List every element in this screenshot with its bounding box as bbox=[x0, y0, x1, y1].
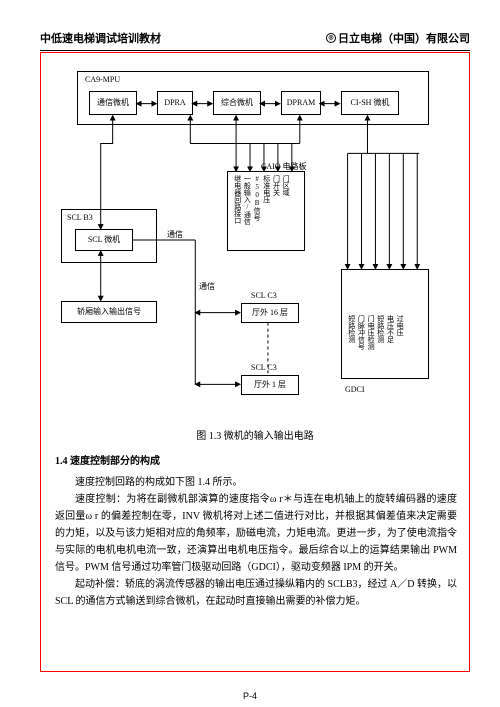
figure-caption: 图 1.3 微机的输入输出电路 bbox=[41, 427, 469, 442]
diagram-connectors bbox=[41, 53, 469, 423]
header-right: 日立电梯（中国）有限公司 bbox=[338, 30, 470, 46]
page-footer: P-4 bbox=[0, 691, 500, 701]
section-heading: 1.4 速度控制部分的构成 bbox=[55, 453, 457, 470]
para-3: 起动补偿：轿底的涡流传感器的输出电压通过操纵箱内的 SCLB3，经过 A／D 转… bbox=[55, 576, 457, 610]
header-left: 中低速电梯调试培训教材 bbox=[40, 30, 161, 46]
header-right-wrap: ◎ 日立电梯（中国）有限公司 bbox=[326, 30, 470, 46]
content-frame: CA9-MPU 通信微机 DPRA 综合微机 DPRAM CI-SH 微机 SC… bbox=[40, 52, 470, 672]
body-text: 1.4 速度控制部分的构成 速度控制回路的构成如下图 1.4 所示。 速度控制：… bbox=[55, 453, 457, 610]
para-1: 速度控制回路的构成如下图 1.4 所示。 bbox=[55, 474, 457, 491]
page-header: 中低速电梯调试培训教材 ◎ 日立电梯（中国）有限公司 bbox=[40, 30, 470, 51]
block-diagram: CA9-MPU 通信微机 DPRA 综合微机 DPRAM CI-SH 微机 SC… bbox=[41, 53, 469, 423]
para-2: 速度控制：为将在副微机部演算的速度指令ω r＊与连在电机轴上的旋转编码器的速度返… bbox=[55, 491, 457, 576]
hitachi-logo-icon: ◎ bbox=[326, 33, 336, 43]
